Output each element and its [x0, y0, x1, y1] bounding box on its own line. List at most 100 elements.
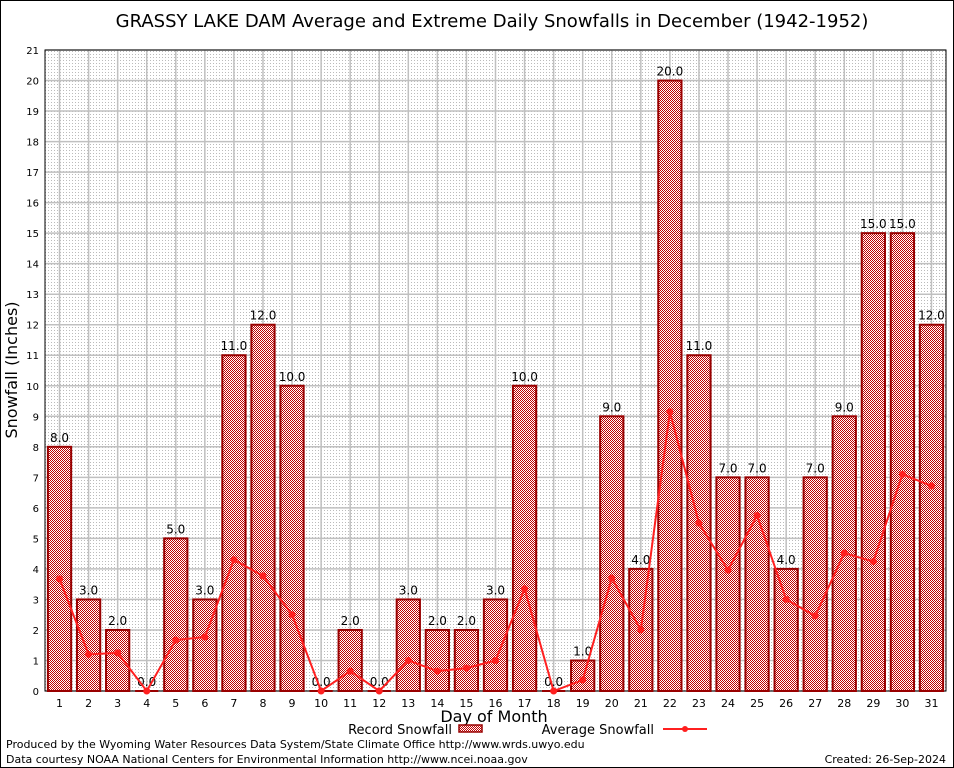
chart-title: GRASSY LAKE DAM Average and Extreme Dail… [116, 11, 869, 32]
y-tick-label: 21 [26, 46, 39, 57]
y-tick-label: 8 [33, 443, 39, 454]
y-tick-label: 13 [26, 290, 39, 301]
average-point [782, 595, 790, 603]
legend-average-marker [682, 726, 688, 732]
record-bar [221, 354, 247, 692]
average-point [114, 649, 122, 657]
x-tick-label: 7 [230, 697, 237, 710]
y-tick-label: 3 [33, 595, 39, 606]
average-point [840, 549, 848, 557]
average-point [201, 633, 209, 641]
bar-value-label: 8.0 [50, 431, 69, 445]
x-tick-label: 25 [750, 697, 764, 710]
y-tick-label: 6 [33, 504, 39, 515]
bar-value-label: 20.0 [657, 65, 684, 79]
bar-value-label: 3.0 [486, 583, 505, 597]
bar-value-label: 3.0 [399, 583, 418, 597]
x-tick-label: 14 [430, 697, 444, 710]
bar-value-label: 7.0 [748, 461, 767, 475]
average-point [724, 566, 732, 574]
x-tick-label: 11 [343, 697, 357, 710]
average-point [579, 676, 587, 684]
average-point [317, 687, 325, 695]
bar-value-label: 11.0 [686, 339, 713, 353]
average-point [753, 511, 761, 519]
y-tick-label: 9 [33, 412, 39, 423]
average-point [288, 611, 296, 619]
record-bar [918, 323, 945, 692]
record-bar [395, 598, 421, 693]
bar-value-label: 2.0 [457, 614, 476, 628]
record-bar [802, 476, 828, 693]
record-bar [482, 598, 509, 693]
average-point [346, 667, 354, 675]
x-tick-label: 20 [605, 697, 619, 710]
record-bar [599, 415, 625, 692]
bar-value-label: 3.0 [79, 583, 98, 597]
average-point [695, 519, 703, 527]
x-tick-label: 4 [143, 697, 150, 710]
bar-value-label: 2.0 [341, 614, 360, 628]
average-point [259, 572, 267, 580]
average-point [375, 687, 383, 695]
x-tick-label: 6 [201, 697, 208, 710]
average-point [230, 556, 238, 564]
x-tick-label: 30 [895, 697, 909, 710]
average-point [172, 636, 180, 644]
record-bar [657, 79, 683, 693]
average-point [550, 687, 558, 695]
legend-record-swatch [458, 724, 483, 733]
x-tick-label: 2 [85, 697, 92, 710]
x-tick-label: 9 [289, 697, 296, 710]
x-tick-label: 8 [259, 697, 266, 710]
y-tick-label: 11 [26, 351, 39, 362]
y-tick-label: 0 [33, 687, 39, 698]
bar-value-label: 9.0 [602, 400, 621, 414]
average-point [56, 575, 64, 583]
bar-value-label: 12.0 [250, 309, 277, 323]
y-axis-label: Snowfall (Inches) [2, 301, 21, 438]
record-bar [105, 628, 131, 693]
average-point [521, 585, 529, 593]
average-point [433, 667, 441, 675]
y-tick-label: 15 [26, 229, 39, 240]
record-bar [570, 659, 596, 693]
x-tick-label: 12 [372, 697, 386, 710]
average-point [608, 574, 616, 582]
bar-value-label: 10.0 [511, 370, 538, 384]
legend-average-label: Average Snowfall [542, 723, 654, 738]
y-tick-label: 19 [26, 107, 39, 118]
y-tick-label: 10 [26, 382, 39, 393]
y-tick-label: 4 [33, 565, 39, 576]
average-point [143, 687, 151, 695]
x-tick-label: 17 [518, 697, 532, 710]
x-tick-label: 21 [634, 697, 648, 710]
y-tick-label: 14 [26, 260, 39, 271]
y-tick-label: 7 [33, 473, 39, 484]
x-axis-label: Day of Month [440, 707, 547, 726]
x-tick-label: 28 [837, 697, 851, 710]
x-tick-label: 3 [114, 697, 121, 710]
average-line [56, 408, 935, 695]
bar-value-label: 4.0 [777, 553, 796, 567]
y-tick-label: 20 [26, 77, 39, 88]
x-tick-label: 24 [721, 697, 735, 710]
average-point [927, 482, 935, 490]
record-bar [46, 445, 73, 692]
x-tick-label: 15 [459, 697, 473, 710]
record-bar [163, 537, 189, 693]
bar-value-label: 7.0 [806, 461, 825, 475]
x-tick-label: 13 [401, 697, 415, 710]
y-tick-label: 18 [26, 138, 39, 149]
bar-value-label: 7.0 [718, 461, 737, 475]
bar-value-label: 1.0 [573, 644, 592, 658]
average-point [898, 470, 906, 478]
x-tick-label: 10 [314, 697, 328, 710]
average-point [869, 558, 877, 566]
average-point [492, 656, 499, 664]
bar-value-label: 4.0 [631, 553, 650, 567]
record-bar [744, 476, 770, 693]
bar-value-label: 2.0 [428, 614, 447, 628]
